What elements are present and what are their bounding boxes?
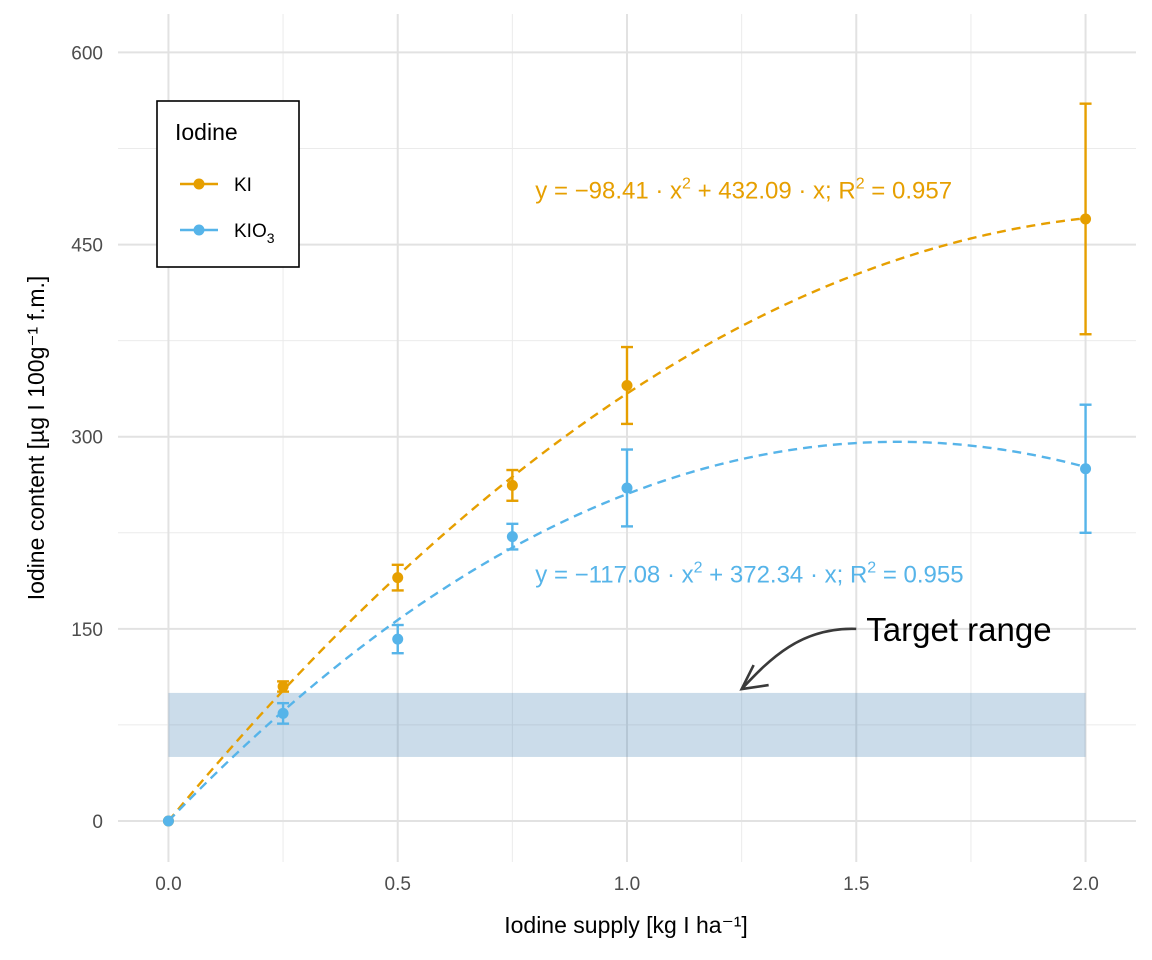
data-point-kio3 (162, 815, 174, 827)
data-point-ki (392, 572, 404, 584)
target-band-layer (168, 692, 1086, 757)
data-point-kio3 (621, 482, 633, 494)
data-point-kio3 (392, 633, 404, 645)
legend-label-ki: KI (234, 175, 252, 196)
data-points (162, 213, 1092, 827)
legend: Iodine KI KIO3 (156, 100, 300, 268)
fit-equation-ki: y = −98.41 · x2 + 432.09 · x; R2 = 0.957 (535, 175, 952, 204)
data-point-kio3 (1080, 463, 1092, 475)
annotation-arrow (740, 627, 857, 690)
legend-label-kio3: KIO3 (234, 221, 275, 246)
x-axis-tick-labels: 0.0 0.5 1.0 1.5 2.0 (155, 874, 1099, 895)
y-axis-tick-labels: 0 150 300 450 600 (71, 43, 103, 833)
target-band (168, 692, 1086, 757)
y-axis-title: Iodine content [µg I 100g⁻¹ f.m.] (23, 276, 49, 601)
data-point-ki (506, 479, 518, 491)
annotation-arrowhead (739, 664, 769, 691)
annotation-label: Target range (866, 611, 1051, 648)
data-point-kio3 (277, 707, 289, 719)
data-point-ki (621, 379, 633, 391)
fit-curves (167, 217, 1086, 822)
legend-key-point (193, 224, 205, 236)
data-point-ki (277, 681, 289, 693)
y-tick-label: 0 (92, 812, 103, 833)
y-tick-label: 600 (71, 43, 103, 64)
x-tick-label: 0.0 (155, 874, 181, 895)
x-tick-label: 1.0 (614, 874, 640, 895)
fit-equation-kio3: y = −117.08 · x2 + 372.34 · x; R2 = 0.95… (535, 560, 963, 589)
fit-curve-ki (167, 217, 1086, 822)
legend-title: Iodine (175, 119, 238, 145)
y-tick-label: 150 (71, 620, 103, 641)
data-point-kio3 (506, 531, 518, 543)
x-tick-label: 0.5 (385, 874, 411, 895)
error-bars (277, 102, 1092, 725)
x-axis-title: Iodine supply [kg I ha⁻¹] (504, 912, 748, 938)
y-tick-label: 300 (71, 428, 103, 449)
legend-key-point (193, 178, 205, 190)
x-tick-label: 1.5 (843, 874, 869, 895)
target-annotation: Target range (739, 611, 1052, 691)
data-point-ki (1080, 213, 1092, 225)
y-tick-label: 450 (71, 236, 103, 257)
fit-equations: y = −98.41 · x2 + 432.09 · x; R2 = 0.957… (535, 175, 963, 588)
x-tick-label: 2.0 (1072, 874, 1098, 895)
